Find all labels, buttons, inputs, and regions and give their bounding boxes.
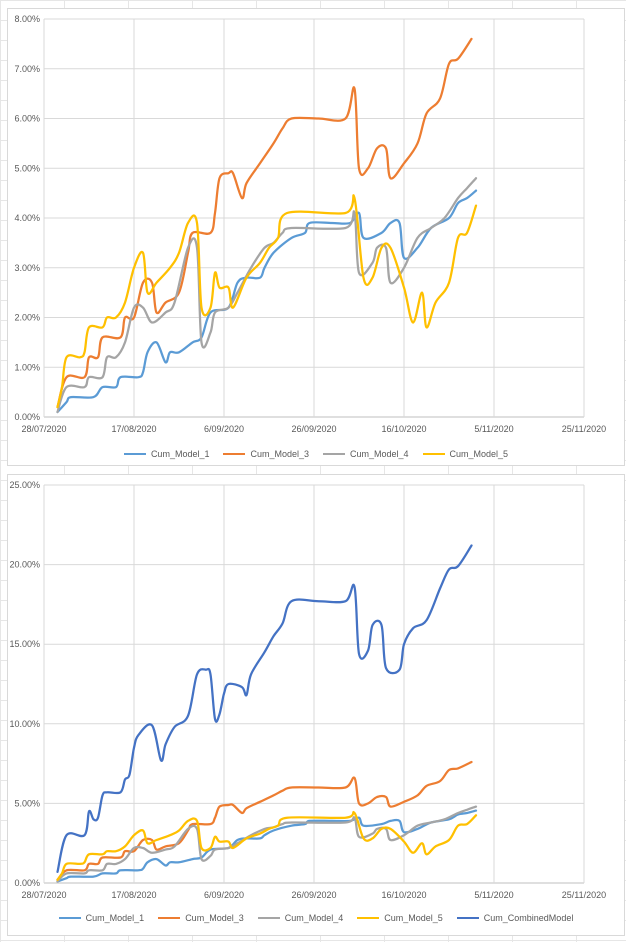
chart-1-legend-item: Cum_Model_3 xyxy=(223,449,309,459)
legend-label: Cum_Model_4 xyxy=(284,913,344,923)
chart-1-xtick-label: 28/07/2020 xyxy=(21,424,66,434)
legend-swatch xyxy=(357,917,380,919)
chart-1-ytick-label: 7.00% xyxy=(14,64,40,74)
chart-1-series-line-cum-model-3[interactable] xyxy=(56,37,473,409)
chart-1-ytick-label: 8.00% xyxy=(14,14,40,24)
chart-1-series-line-cum-model-5[interactable] xyxy=(56,194,478,409)
chart-1[interactable]: 0.00% 1.00% 2.00% 3.00% 4.00% 5.00% 6.00% 7.00%… xyxy=(7,8,625,466)
chart-2-ytick-label: 0.00% xyxy=(14,878,40,888)
chart-1-xtick-label: 17/08/2020 xyxy=(111,424,156,434)
chart-1-ytick-label: 1.00% xyxy=(14,362,40,372)
chart-2-legend-item: Cum_Model_1 xyxy=(58,913,145,923)
chart-2-xtick-label: 26/09/2020 xyxy=(291,890,336,900)
legend-label: Cum_CombinedModel xyxy=(483,913,574,923)
chart-2-series-line-cum-model-3[interactable] xyxy=(56,760,473,881)
chart-1-xtick-label: 16/10/2020 xyxy=(381,424,426,434)
chart-1-plot: 0.00% 1.00% 2.00% 3.00% 4.00% 5.00% 6.00% 7.00%… xyxy=(14,14,606,434)
chart-1-ytick-label: 0.00% xyxy=(14,412,40,422)
chart-1-ytick-label: 4.00% xyxy=(14,213,40,223)
chart-2[interactable]: 0.00% 5.00% 10.00% 15.00% 20.00% 25.00% 28/07/… xyxy=(7,474,625,936)
legend-swatch xyxy=(257,917,280,919)
chart-2-ytick-label: 20.00% xyxy=(9,560,40,570)
chart-1-series-line-cum-model-1[interactable] xyxy=(56,189,478,414)
chart-1-ytick-label: 2.00% xyxy=(14,313,40,323)
legend-swatch xyxy=(58,917,81,919)
chart-2-series-line-cum-model-1[interactable] xyxy=(56,809,478,883)
legend-label: Cum_Model_3 xyxy=(250,449,309,459)
chart-1-ytick-label: 6.00% xyxy=(14,114,40,124)
chart-2-xtick-label: 28/07/2020 xyxy=(21,890,66,900)
chart-2-xtick-label: 25/11/2020 xyxy=(562,890,606,900)
chart-2-xtick-label: 5/11/2020 xyxy=(474,890,513,900)
legend-swatch xyxy=(323,453,345,455)
chart-2-legend-item: Cum_Model_3 xyxy=(158,913,244,923)
chart-2-series-line-cum-model-5[interactable] xyxy=(56,811,478,881)
chart-1-ytick-label: 3.00% xyxy=(14,263,40,273)
legend-label: Cum_Model_5 xyxy=(384,913,443,923)
chart-1-ytick-label: 5.00% xyxy=(14,163,40,173)
chart-2-ytick-label: 15.00% xyxy=(9,639,40,649)
chart-2-ytick-label: 10.00% xyxy=(9,719,40,729)
chart-1-legend-item: Cum_Model_5 xyxy=(422,449,509,459)
chart-2-plot: 0.00% 5.00% 10.00% 15.00% 20.00% 25.00% 28/07/… xyxy=(9,480,606,900)
chart-1-xtick-label: 5/11/2020 xyxy=(474,424,513,434)
legend-label: Cum_Model_5 xyxy=(449,449,509,459)
chart-1-legend: Cum_Model_1 Cum_Model_3 Cum_Model_4 Cum_Mod… xyxy=(8,449,624,459)
chart-2-xtick-label: 6/09/2020 xyxy=(204,890,244,900)
chart-2-legend-item: Cum_Model_4 xyxy=(257,913,344,923)
chart-2-ytick-label: 5.00% xyxy=(14,798,40,808)
chart-2-xtick-label: 17/08/2020 xyxy=(111,890,156,900)
legend-label: Cum_Model_4 xyxy=(350,449,409,459)
legend-label: Cum_Model_1 xyxy=(85,913,145,923)
chart-1-xtick-label: 26/09/2020 xyxy=(291,424,336,434)
chart-1-xtick-label: 25/11/2020 xyxy=(562,424,606,434)
chart-2-legend: Cum_Model_1 Cum_Model_3 Cum_Model_4 Cum_Mod… xyxy=(8,913,624,923)
legend-label: Cum_Model_3 xyxy=(185,913,244,923)
chart-2-series-line-cum-combinedmodel[interactable] xyxy=(56,544,473,874)
chart-2-legend-item: Cum_CombinedModel xyxy=(456,913,574,923)
legend-swatch xyxy=(223,453,246,455)
legend-swatch xyxy=(158,917,181,919)
chart-2-legend-item: Cum_Model_5 xyxy=(357,913,443,923)
chart-2-ytick-label: 25.00% xyxy=(9,480,40,490)
legend-swatch xyxy=(422,453,445,455)
legend-label: Cum_Model_1 xyxy=(150,449,210,459)
legend-swatch xyxy=(123,453,146,455)
chart-1-xtick-label: 6/09/2020 xyxy=(204,424,244,434)
chart-1-legend-item: Cum_Model_4 xyxy=(323,449,409,459)
chart-1-series-line-cum-model-4[interactable] xyxy=(56,177,478,414)
chart-1-legend-item: Cum_Model_1 xyxy=(123,449,210,459)
chart-2-xtick-label: 16/10/2020 xyxy=(381,890,426,900)
legend-swatch xyxy=(456,917,479,919)
